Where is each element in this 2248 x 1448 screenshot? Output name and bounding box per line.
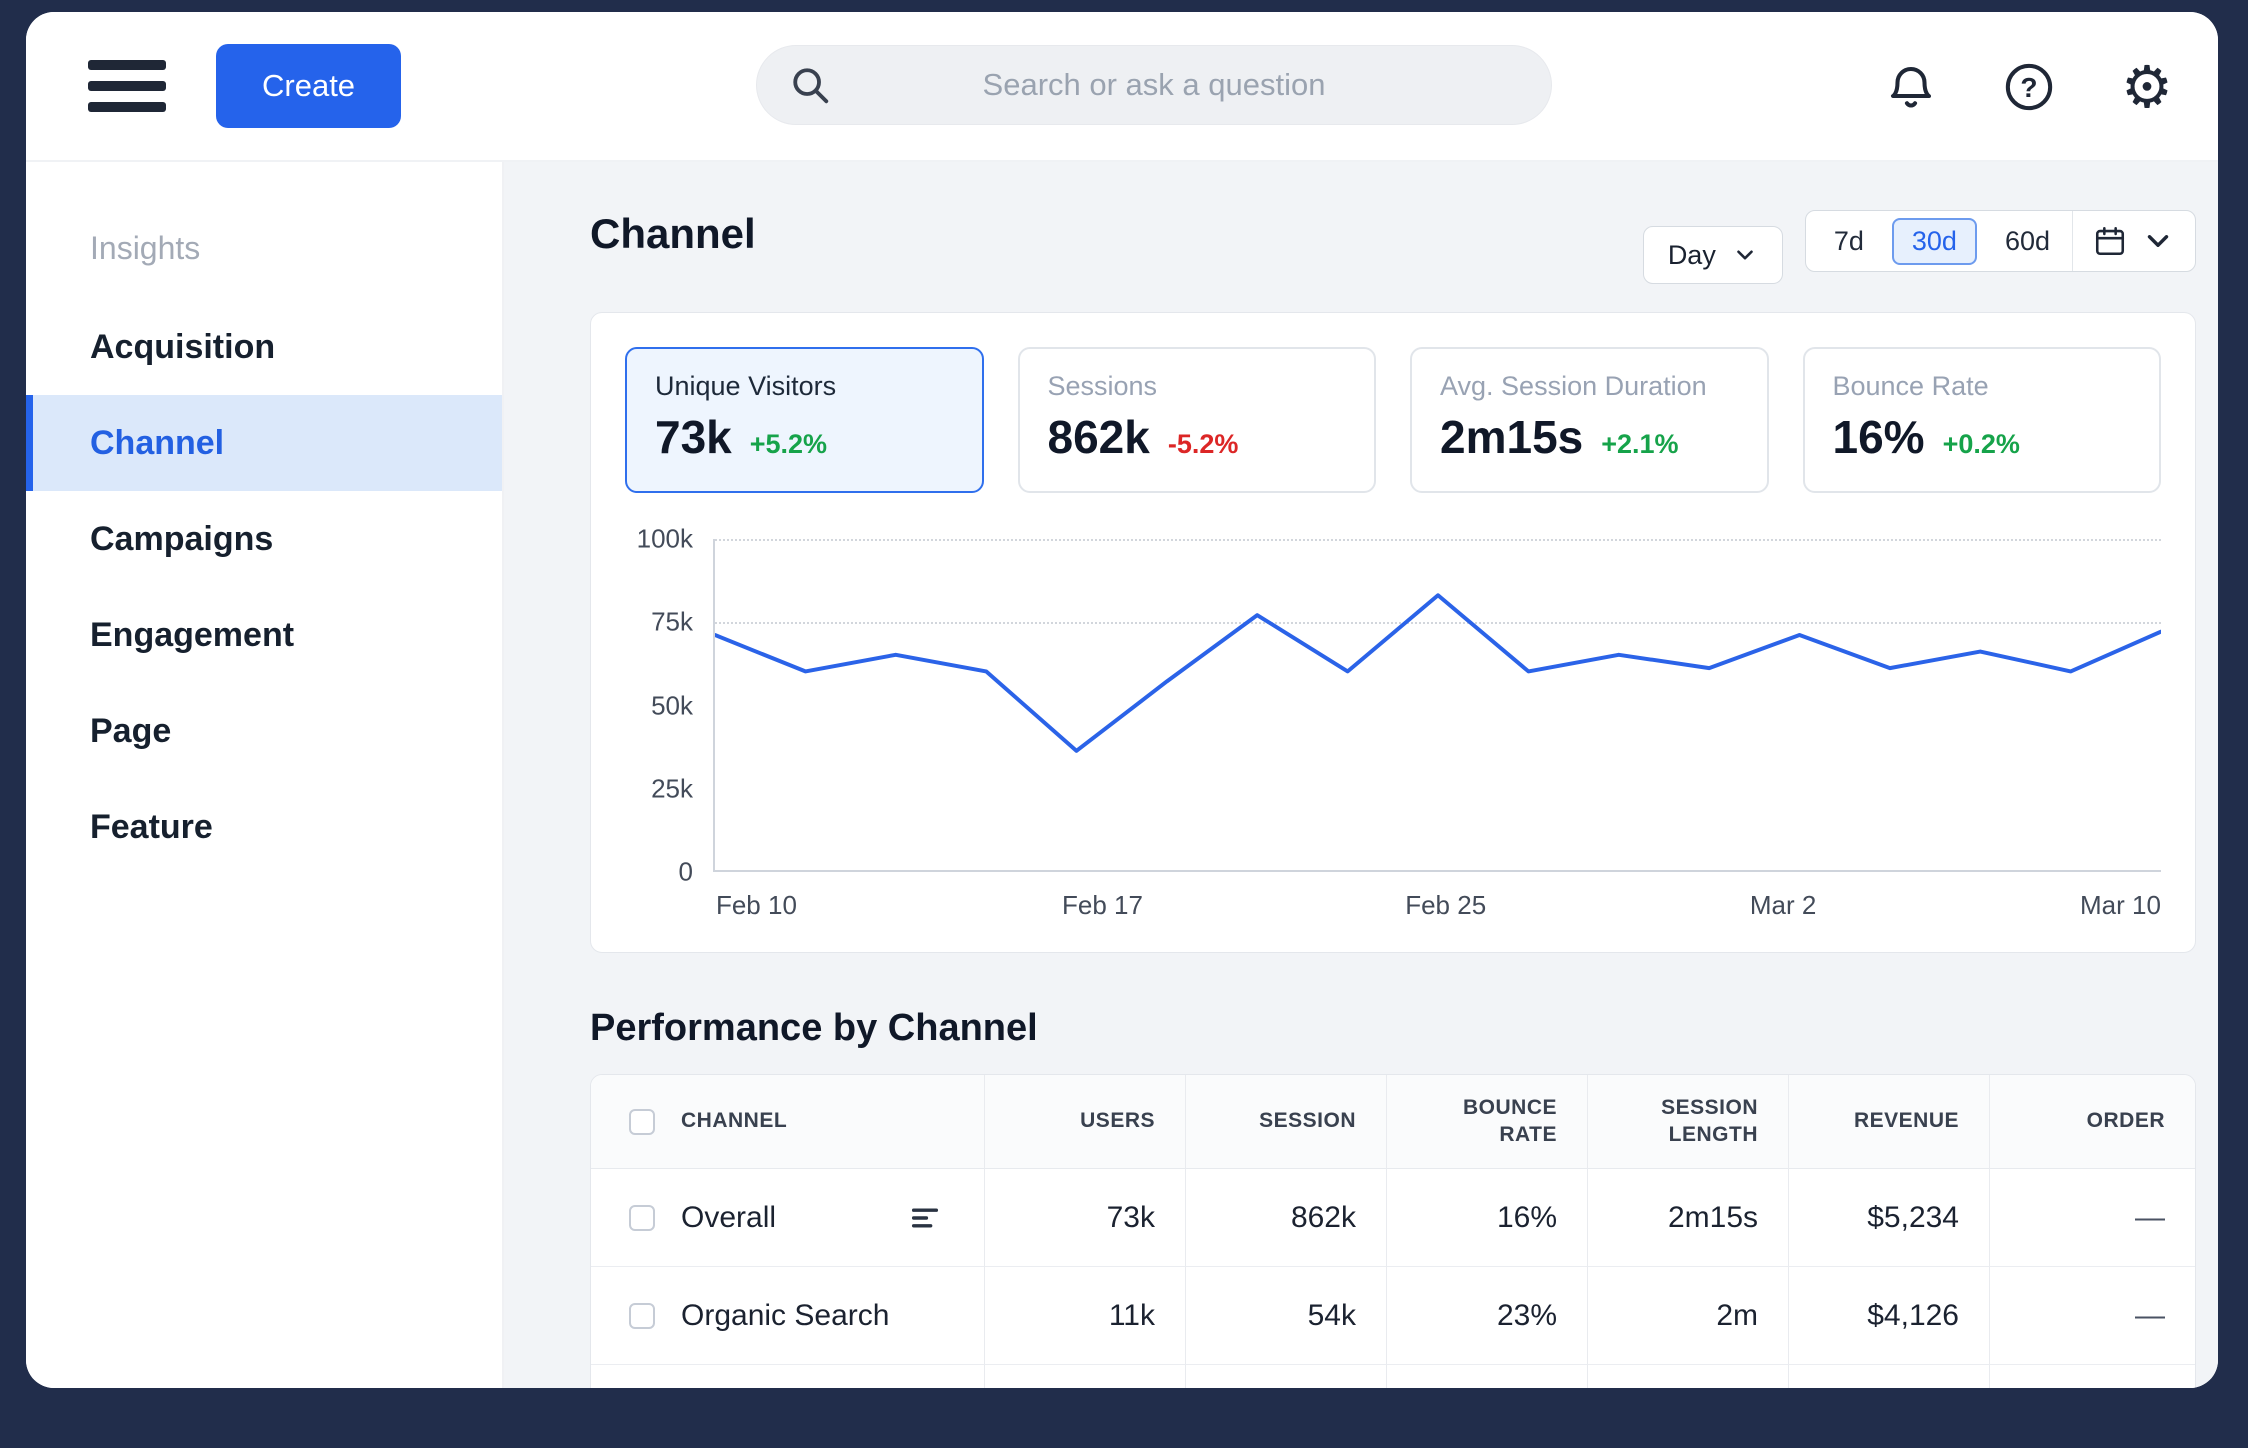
table-row[interactable]: Overall <box>591 1365 984 1388</box>
search-icon <box>793 68 829 104</box>
create-button[interactable]: Create <box>216 44 402 128</box>
table-heading: Performance by Channel <box>590 1007 1038 1049</box>
table-header-revenue: REVENUE <box>1788 1075 1989 1169</box>
cell-session: 54k <box>1185 1267 1386 1365</box>
sidebar-item-engagement[interactable]: Engagement <box>90 615 295 654</box>
cell-users: 73k <box>984 1169 1185 1267</box>
svg-text:?: ? <box>2020 72 2037 103</box>
table-header-users: USERS <box>984 1075 1185 1169</box>
cell-revenue: $4,126 <box>1788 1267 1989 1365</box>
performance-table-card: CHANNEL USERS SESSION BOUNCE RATE SESSIO… <box>590 1074 2196 1388</box>
table-header-channel: CHANNEL <box>591 1075 984 1169</box>
cell-revenue: 9,352 <box>1788 1365 1989 1388</box>
sidebar-item-page[interactable]: Page <box>90 711 172 750</box>
range-7d-button[interactable]: 7d <box>1833 225 1864 256</box>
table-header-order: ORDER <box>1989 1075 2195 1169</box>
app-window: Create ? ⚙ <box>26 12 2218 1388</box>
notifications-bell-icon[interactable] <box>1882 58 1940 116</box>
cell-order: — <box>1989 1169 2195 1267</box>
metric-delta: -5.2% <box>1167 429 1239 459</box>
sidebar-item-acquisition[interactable]: Acquisition <box>90 327 276 366</box>
page-title: Channel <box>590 210 756 257</box>
cell-session-length: 2m15s <box>1587 1169 1788 1267</box>
trend-chart: 100k 75k 50k 25k 0 <box>625 523 2161 928</box>
metric-value: 2m15s <box>1440 411 1584 463</box>
channel-chart-card: Unique Visitors 73k +5.2% Sessions 862k … <box>590 312 2196 953</box>
cell-order: 9,352 <box>1989 1365 2195 1388</box>
row-checkbox[interactable] <box>629 1302 655 1329</box>
metric-value: 16% <box>1832 411 1925 463</box>
range-60d-button[interactable]: 60d <box>2004 225 2050 256</box>
chevron-down-icon <box>2141 224 2175 258</box>
topbar: Create ? ⚙ <box>26 12 2218 162</box>
trend-line-svg <box>715 593 2161 753</box>
search-bar[interactable] <box>756 45 1552 125</box>
cell-session: 862k <box>1185 1169 1386 1267</box>
cell-users: 11k <box>984 1267 1185 1365</box>
y-axis-labels: 100k 75k 50k 25k 0 <box>636 523 693 887</box>
hamburger-menu-icon[interactable] <box>88 49 166 123</box>
metric-delta: +5.2% <box>749 429 828 459</box>
metric-value: 73k <box>655 411 732 463</box>
sidebar-section-label: Insights <box>90 230 201 266</box>
cell-users: 9,352 <box>984 1365 1185 1388</box>
table-row[interactable]: Overall <box>591 1169 984 1267</box>
granularity-dropdown[interactable]: Day <box>1642 226 1783 284</box>
metric-value: 862k <box>1047 411 1150 463</box>
row-checkbox[interactable] <box>629 1204 655 1231</box>
cell-revenue: $5,234 <box>1788 1169 1989 1267</box>
channel-name: Organic Search <box>681 1298 890 1332</box>
metric-tile-avg-session-duration[interactable]: Avg. Session Duration 2m15s +2.1% <box>1410 347 1769 493</box>
table-header-bounce-rate: BOUNCE RATE <box>1386 1075 1587 1169</box>
calendar-picker-button[interactable] <box>2072 211 2195 271</box>
search-input[interactable] <box>833 67 1521 103</box>
metric-delta: +2.1% <box>1601 429 1679 459</box>
channel-name: Overall <box>681 1200 777 1234</box>
chevron-down-icon <box>1732 242 1758 268</box>
range-30d-button[interactable]: 30d <box>1891 217 1977 265</box>
series-breakdown-icon[interactable] <box>908 1201 942 1235</box>
settings-gear-icon[interactable]: ⚙ <box>2121 53 2173 121</box>
plot-area[interactable] <box>713 539 2161 872</box>
sidebar-item-channel[interactable]: Channel <box>26 395 502 491</box>
metric-tile-bounce-rate[interactable]: Bounce Rate 16% +0.2% <box>1802 347 2161 493</box>
metric-tile-sessions[interactable]: Sessions 862k -5.2% <box>1017 347 1376 493</box>
sidebar-item-campaigns[interactable]: Campaigns <box>90 519 274 558</box>
table-header-session: SESSION <box>1185 1075 1386 1169</box>
table-row[interactable]: Organic Search <box>591 1267 984 1365</box>
table-header-session-length: SESSION LENGTH <box>1587 1075 1788 1169</box>
cell-bounce-rate: 16% <box>1386 1169 1587 1267</box>
calendar-icon <box>2095 226 2125 256</box>
cell-bounce-rate: 9,352 <box>1386 1365 1587 1388</box>
select-all-checkbox[interactable] <box>629 1108 655 1135</box>
cell-session: 9,352 <box>1185 1365 1386 1388</box>
cell-order: — <box>1989 1267 2195 1365</box>
help-icon[interactable]: ? <box>2000 58 2058 116</box>
metric-delta: +0.2% <box>1942 429 2020 459</box>
sidebar-item-feature[interactable]: Feature <box>90 807 213 846</box>
cell-session-length: 2m <box>1587 1267 1788 1365</box>
x-axis-labels: Feb 10 Feb 17 Feb 25 Mar 2 Mar 10 <box>715 890 2161 920</box>
sidebar: Insights Acquisition Channel Campaigns E… <box>26 162 504 1388</box>
main-content: Channel Day 7d 30d 60d <box>504 162 2218 1388</box>
date-range-segmented-control: 7d 30d 60d <box>1804 210 2196 272</box>
performance-table: CHANNEL USERS SESSION BOUNCE RATE SESSIO… <box>591 1075 2195 1388</box>
cell-bounce-rate: 23% <box>1386 1267 1587 1365</box>
metric-tile-unique-visitors[interactable]: Unique Visitors 73k +5.2% <box>625 347 984 493</box>
cell-session-length: 9,352 <box>1587 1365 1788 1388</box>
